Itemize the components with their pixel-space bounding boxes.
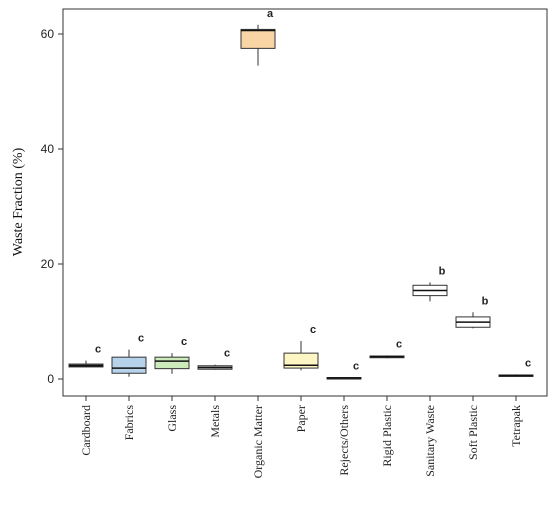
box-cardboard: c xyxy=(68,344,104,368)
significance-letter: c xyxy=(138,333,144,345)
significance-letter: c xyxy=(95,344,101,356)
box-sanitary-waste: b xyxy=(412,265,448,302)
x-tick-label: Organic Matter xyxy=(251,405,265,478)
significance-letter: c xyxy=(310,324,316,336)
x-tick-label: Glass xyxy=(165,405,179,432)
significance-letter: c xyxy=(353,360,359,372)
significance-letter: c xyxy=(181,336,187,348)
significance-letter: b xyxy=(439,265,446,277)
x-tick-label: Paper xyxy=(294,405,308,432)
significance-letter: b xyxy=(482,295,489,307)
box-glass: c xyxy=(154,336,190,374)
box-rigid-plastic: c xyxy=(369,338,405,359)
x-tick-label: Rigid Plastic xyxy=(380,405,394,467)
x-tick-label: Sanitary Waste xyxy=(423,405,437,477)
box-metals: c xyxy=(197,348,233,370)
significance-letter: c xyxy=(396,338,402,350)
box-organic-matter: a xyxy=(240,8,276,66)
box-body xyxy=(283,352,319,369)
boxes-group: c c c c a c c c b b c xyxy=(68,8,534,380)
plot-area-frame xyxy=(62,8,548,397)
y-tick-label: 0 xyxy=(47,372,54,386)
box-paper: c xyxy=(283,324,319,371)
y-tick-label: 60 xyxy=(41,27,55,41)
y-tick-label: 20 xyxy=(41,257,55,271)
x-tick-label: Tetrapak xyxy=(509,405,523,447)
x-tick-label: Fabrics xyxy=(122,405,136,441)
box-body xyxy=(240,28,276,49)
y-axis-title: Waste Fraction (%) xyxy=(11,147,26,256)
box-fabrics: c xyxy=(111,333,147,377)
box-body xyxy=(154,356,190,370)
box-tetrapak: c xyxy=(498,357,534,377)
box-soft-plastic: b xyxy=(455,295,491,329)
y-tick-label: 40 xyxy=(41,142,55,156)
significance-letter: a xyxy=(267,8,274,20)
x-tick-label: Metals xyxy=(208,405,222,438)
significance-letter: c xyxy=(525,357,531,369)
significance-letter: c xyxy=(224,348,230,360)
y-axis: 0 20 40 60 xyxy=(41,27,63,386)
x-tick-label: Soft Plastic xyxy=(466,405,480,460)
x-axis: Cardboard Fabrics Glass Metals Organic Matte… xyxy=(79,396,523,478)
x-tick-label: Rejects/Others xyxy=(337,405,351,476)
box-rejects-others: c xyxy=(326,360,362,380)
box-body xyxy=(111,356,147,374)
x-tick-label: Cardboard xyxy=(79,405,93,456)
